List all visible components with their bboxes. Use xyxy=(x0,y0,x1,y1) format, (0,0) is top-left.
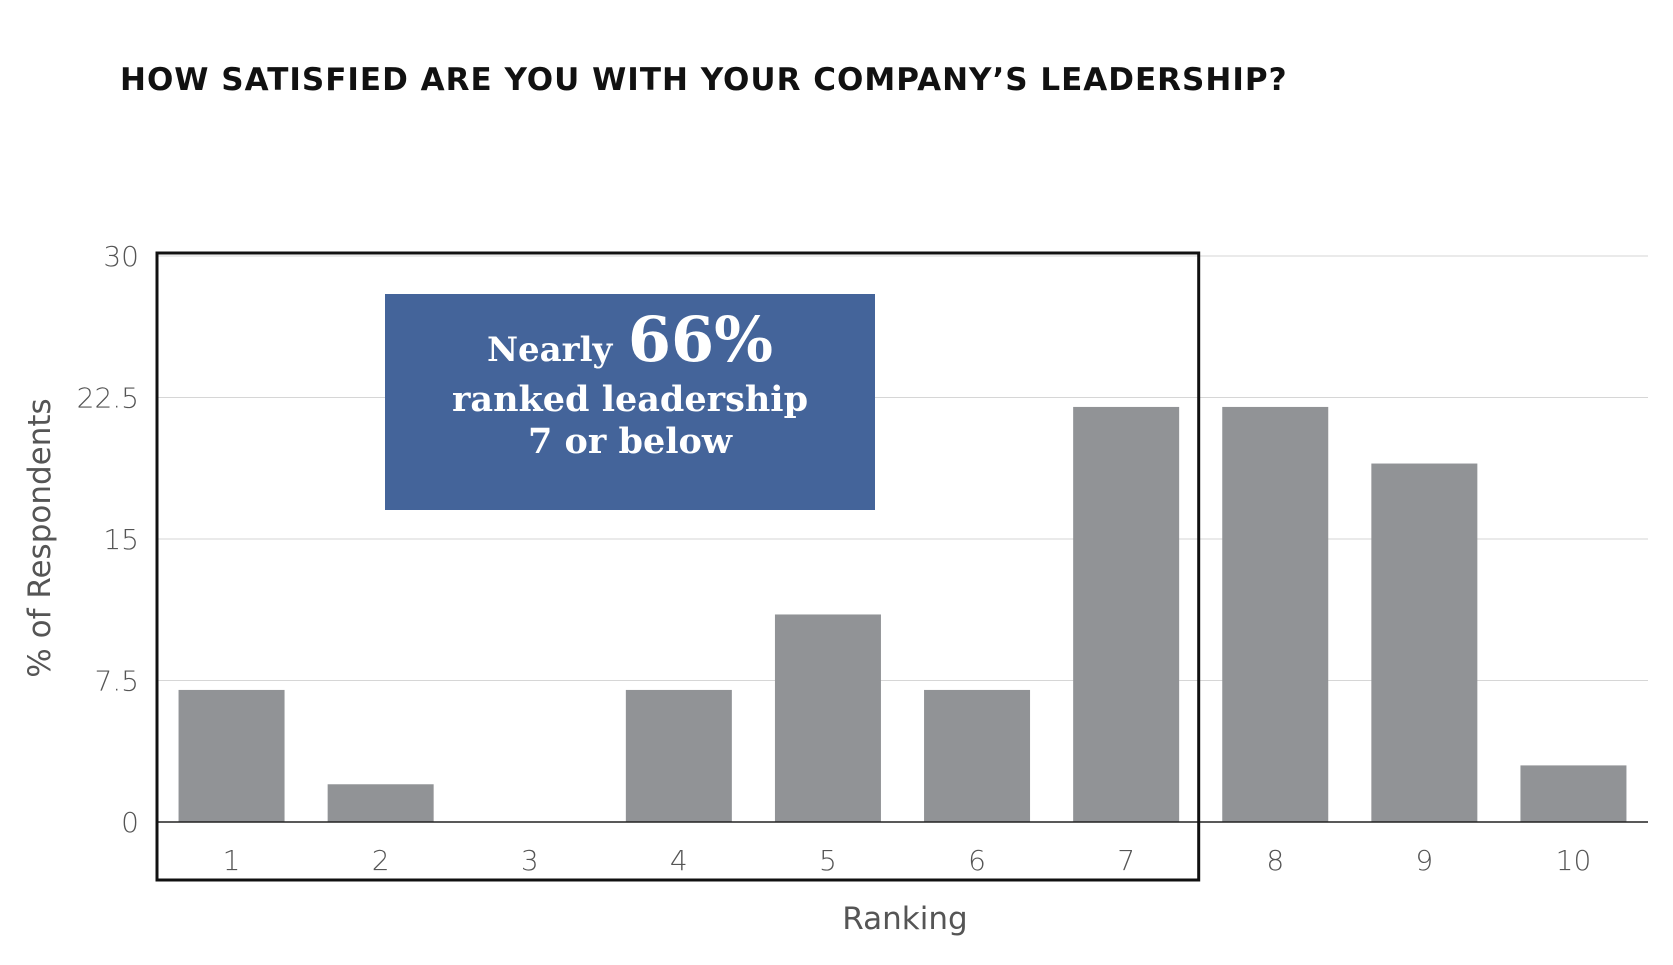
bar-7 xyxy=(1073,406,1180,822)
y-tick-label: 15 xyxy=(103,523,139,556)
callout: Nearly 66% ranked leadership 7 or below xyxy=(385,294,875,510)
bar-6 xyxy=(924,689,1031,822)
x-tick-label: 9 xyxy=(1415,844,1433,877)
bar-1 xyxy=(178,689,285,822)
x-tick-label: 3 xyxy=(521,844,539,877)
callout-background xyxy=(385,294,875,510)
x-tick-label: 2 xyxy=(372,844,390,877)
bars xyxy=(178,406,1627,822)
bar-9 xyxy=(1371,463,1478,822)
bar-10 xyxy=(1520,765,1627,822)
bar-8 xyxy=(1222,406,1329,822)
x-tick-label: 8 xyxy=(1266,844,1284,877)
chart-title: HOW SATISFIED ARE YOU WITH YOUR COMPANY’… xyxy=(120,62,1288,98)
y-tick-label: 30 xyxy=(103,240,139,273)
y-tick-label: 22.5 xyxy=(77,382,139,415)
bar-2 xyxy=(327,784,434,822)
y-tick-label: 0 xyxy=(121,806,139,839)
y-tick-label: 7.5 xyxy=(94,665,139,698)
x-axis-ticks: 1 2 3 4 5 6 7 8 9 10 xyxy=(223,844,1592,877)
callout-figure: 66% xyxy=(628,303,773,376)
x-tick-label: 1 xyxy=(223,844,241,877)
x-tick-label: 5 xyxy=(819,844,837,877)
x-tick-label: 4 xyxy=(670,844,688,877)
x-tick-label: 7 xyxy=(1117,844,1135,877)
y-axis-ticks: 0 7.5 15 22.5 30 xyxy=(77,240,139,839)
svg-text:Nearly 66%: Nearly 66% xyxy=(487,303,773,376)
highlight-box xyxy=(155,251,1201,882)
bar-5 xyxy=(774,614,881,822)
y-axis-title: % of Respondents xyxy=(22,398,58,677)
x-axis-title: Ranking xyxy=(842,901,967,937)
callout-prefix: Nearly xyxy=(487,330,614,370)
x-tick-label: 6 xyxy=(968,844,986,877)
callout-line3: 7 or below xyxy=(528,421,733,462)
x-tick-label: 10 xyxy=(1556,844,1592,877)
bar-4 xyxy=(625,689,732,822)
callout-line2: ranked leadership xyxy=(452,379,808,420)
